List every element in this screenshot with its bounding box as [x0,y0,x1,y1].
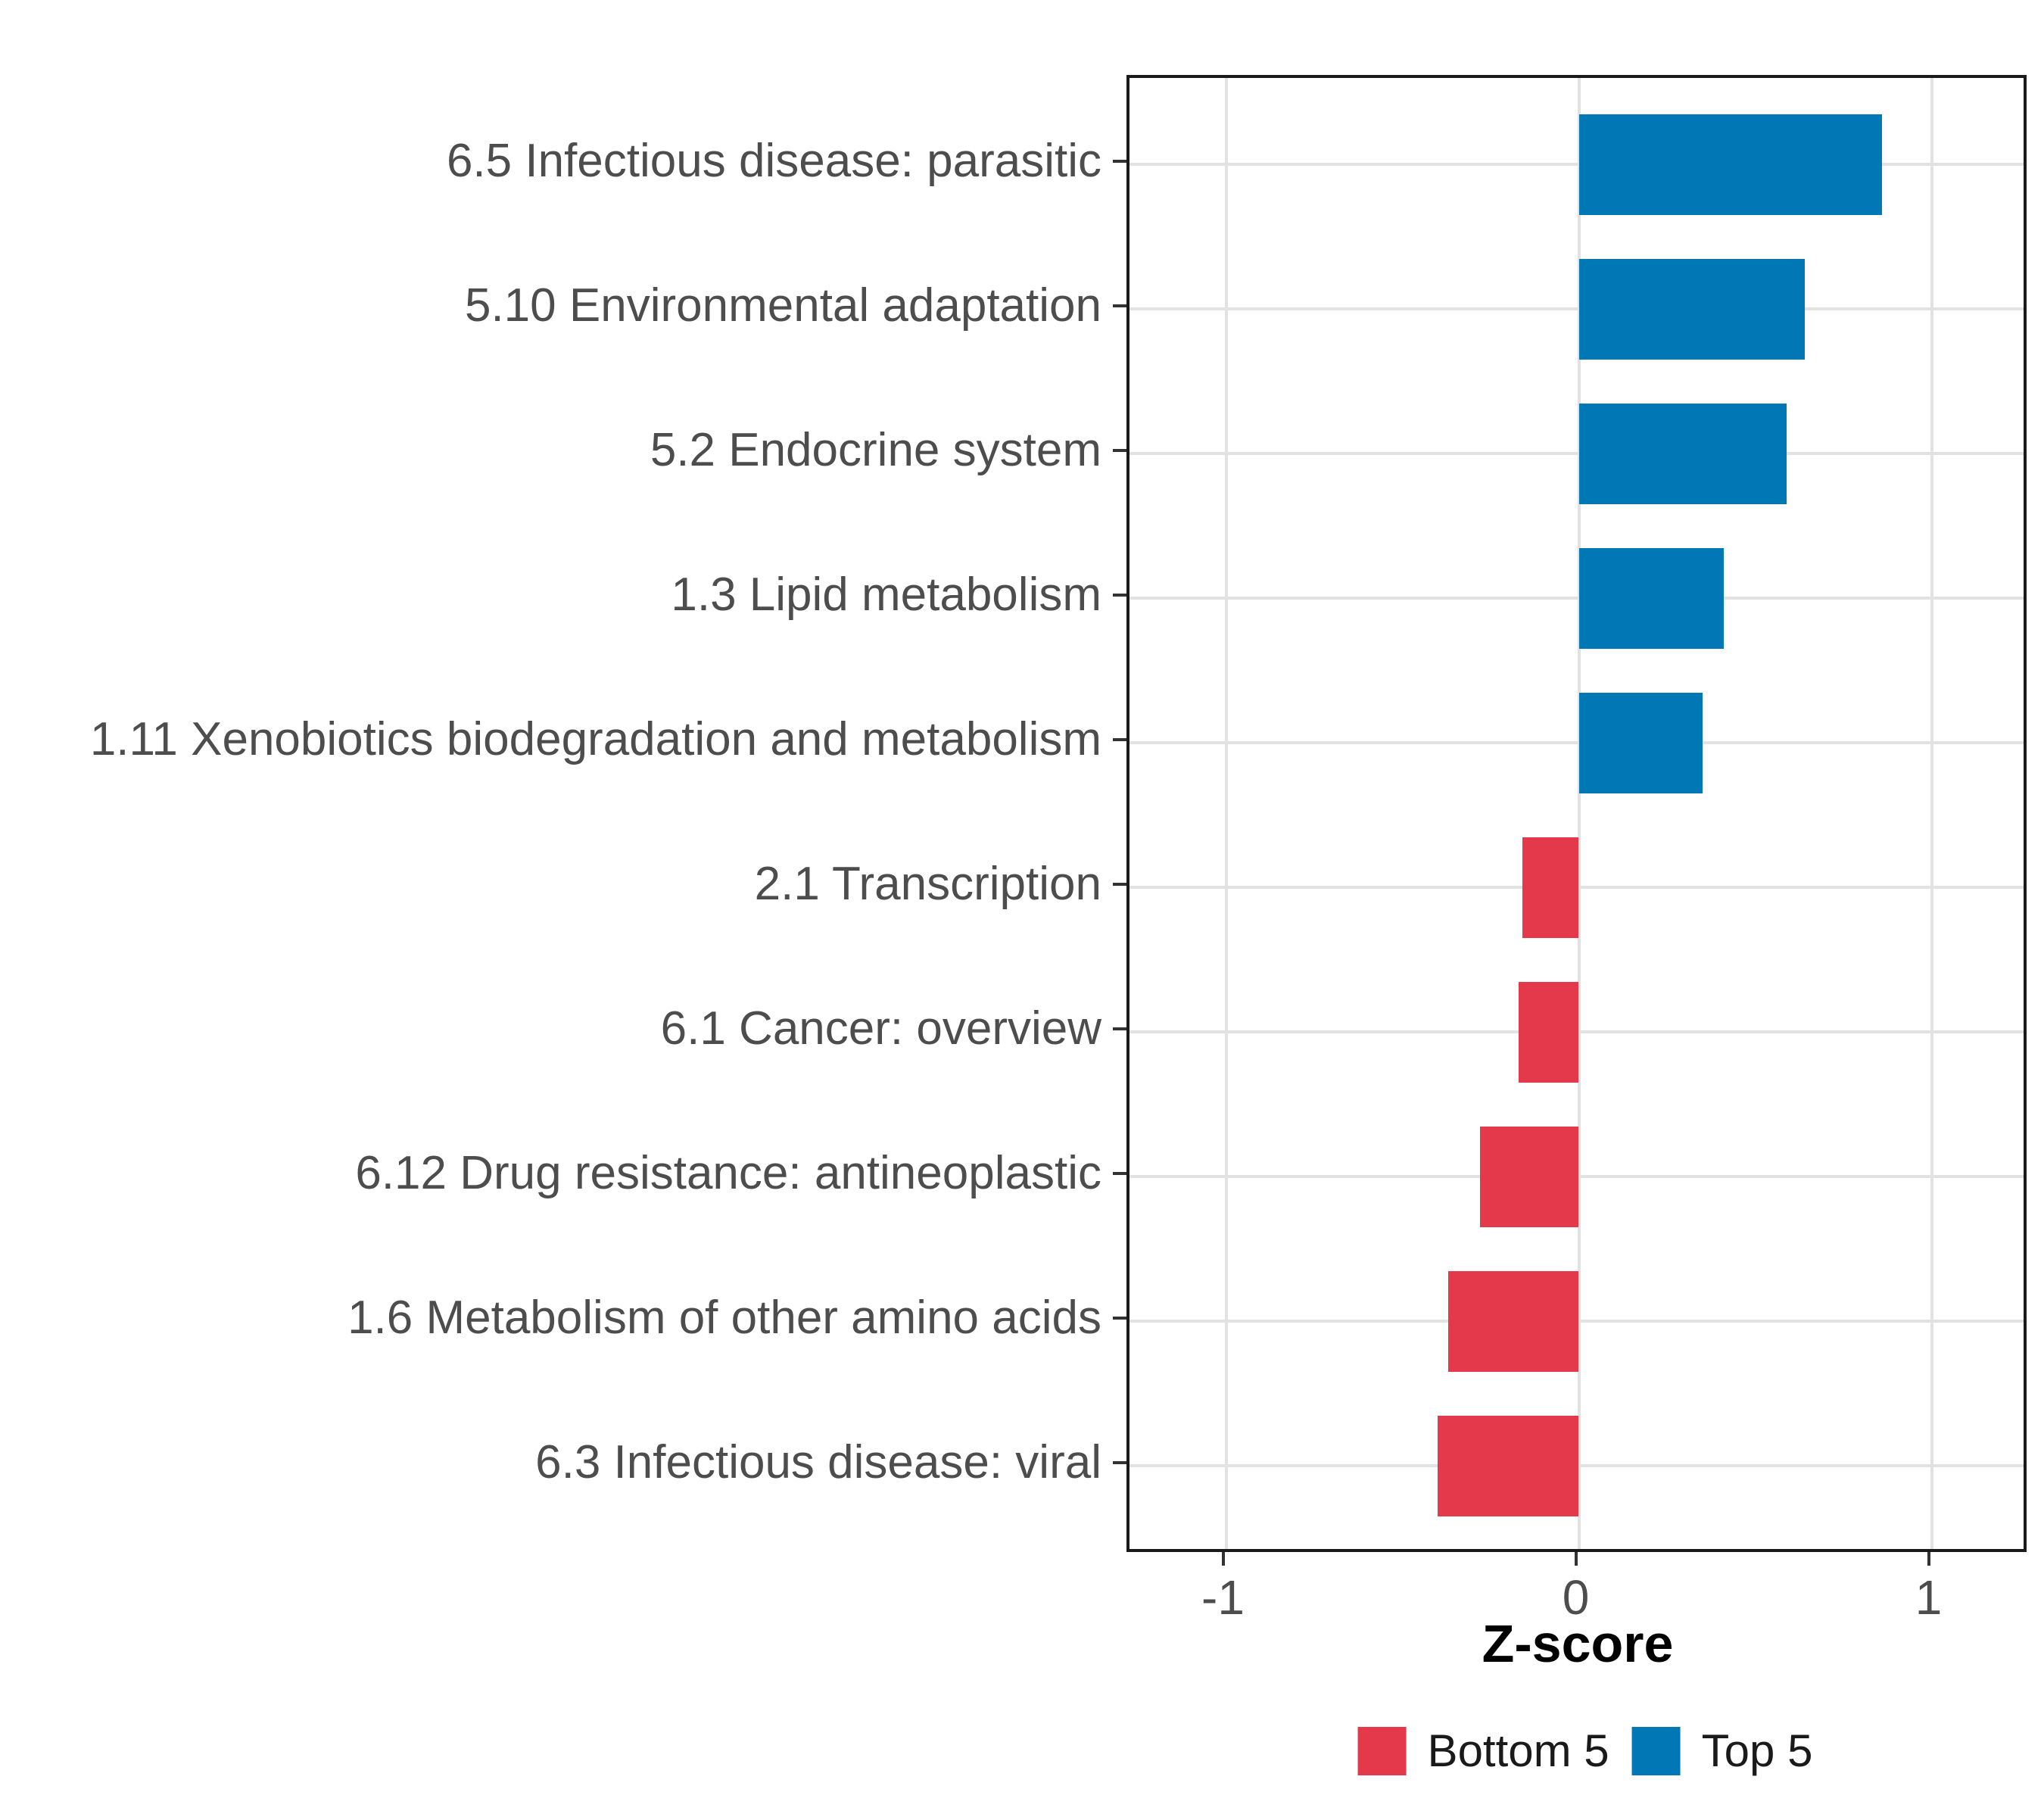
y-gridline [1129,307,2024,310]
bar-10 [1438,1415,1579,1516]
y-tick-mark [1113,304,1126,307]
x-tick-mark [1927,1552,1930,1566]
y-tick-mark [1113,1027,1126,1030]
bar-7 [1519,981,1579,1083]
y-gridline [1129,741,2024,744]
x-tick-mark [1574,1552,1578,1566]
legend-item-bottom-5: Bottom 5 [1357,1725,1609,1776]
bar-2 [1578,258,1805,360]
x-gridline [1577,78,1581,1549]
y-axis-label: 1.3 Lipid metabolism [671,569,1101,621]
y-axis-label: 6.3 Infectious disease: viral [535,1436,1101,1488]
bar-9 [1448,1270,1579,1372]
legend-label: Bottom 5 [1427,1725,1609,1776]
y-axis-label: 5.2 Endocrine system [650,424,1101,476]
y-tick-mark [1113,1461,1126,1464]
plot-panel [1126,75,2027,1552]
y-tick-mark [1113,738,1126,741]
y-axis-label: 5.10 Environmental adaptation [464,279,1101,332]
legend: Bottom 5 Top 5 [1357,1725,1813,1776]
y-tick-mark [1113,883,1126,886]
bar-1 [1578,114,1883,215]
y-gridline [1129,452,2024,455]
bar-6 [1522,837,1579,938]
x-gridline [1224,78,1228,1549]
legend-swatch-bottom-5 [1357,1727,1407,1775]
bar-3 [1578,403,1787,504]
y-tick-mark [1113,594,1126,597]
legend-swatch-top-5 [1631,1727,1681,1775]
x-tick-mark [1221,1552,1225,1566]
bar-4 [1578,547,1724,649]
y-axis-label: 2.1 Transcription [754,858,1101,910]
bar-5 [1578,692,1703,793]
x-tick-label: -1 [1201,1570,1245,1625]
legend-item-top-5: Top 5 [1631,1725,1813,1776]
x-tick-label: 0 [1562,1570,1590,1625]
y-axis-label: 1.11 Xenobiotics biodegradation and meta… [89,713,1101,765]
y-tick-mark [1113,449,1126,452]
y-axis-label: 6.5 Infectious disease: parasitic [446,135,1101,187]
y-gridline [1129,163,2024,166]
y-gridline [1129,597,2024,600]
legend-label: Top 5 [1701,1725,1813,1776]
y-axis-label: 6.1 Cancer: overview [660,1002,1101,1055]
x-axis-title: Z-score [1482,1614,1674,1673]
y-tick-mark [1113,1172,1126,1175]
bar-8 [1480,1126,1579,1227]
y-axis-label: 1.6 Metabolism of other amino acids [347,1292,1101,1344]
y-tick-mark [1113,160,1126,163]
y-tick-mark [1113,1317,1126,1320]
y-axis-label: 6.12 Drug resistance: antineoplastic [355,1147,1101,1199]
x-tick-label: 1 [1915,1570,1943,1625]
x-gridline [1930,78,1933,1549]
